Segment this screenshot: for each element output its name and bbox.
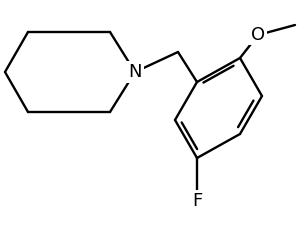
Text: N: N <box>128 63 142 81</box>
Text: F: F <box>192 192 202 210</box>
Text: O: O <box>251 26 265 44</box>
